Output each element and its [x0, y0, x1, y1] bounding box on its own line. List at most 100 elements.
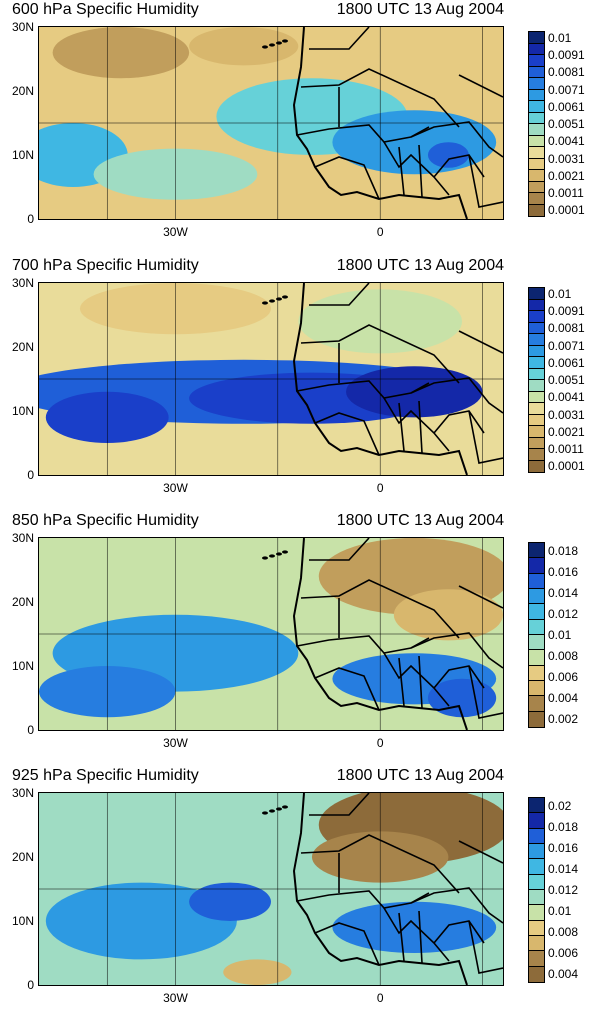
- colorbar-segment: [529, 650, 544, 666]
- colorbar-label: 0.0031: [548, 151, 585, 166]
- country-border: [418, 144, 423, 198]
- colorbar-label: 0.0051: [548, 117, 585, 131]
- dry-region: [216, 430, 299, 456]
- country-border: [314, 667, 380, 711]
- colorbar-segment: [529, 843, 544, 860]
- colorbar-segment: [529, 680, 544, 697]
- humidity-panel: 600 hPa Specific Humidity 1800 UTC 13 Aug…: [0, 0, 600, 255]
- colorbar-segment: [529, 66, 544, 78]
- colorbar-label: 0.0091: [548, 48, 585, 62]
- colorbar-segment: [529, 334, 544, 346]
- colorbar-segment: [529, 112, 544, 124]
- colorbar-segment: [529, 181, 544, 193]
- country-border: [383, 141, 450, 196]
- country-border: [418, 910, 423, 964]
- coastline: [292, 793, 468, 985]
- colorbar-label: 0.0011: [548, 186, 584, 200]
- moist-core: [427, 678, 497, 718]
- colorbar-segment: [529, 665, 544, 681]
- colorbar-label: 0.008: [548, 649, 579, 664]
- moist-region: [332, 901, 497, 953]
- colorbar-segment: [529, 158, 544, 170]
- dry-region: [393, 589, 503, 641]
- colorbar-segment: [529, 101, 544, 113]
- colorbar: [528, 287, 545, 473]
- colorbar-segment: [529, 380, 544, 392]
- colorbar-label: 0.002: [548, 712, 579, 727]
- colorbar-segment: [529, 813, 544, 829]
- latitude-label: 10N: [11, 914, 34, 928]
- colorbar-segment: [529, 905, 544, 921]
- colorbar-label: 0.006: [548, 946, 579, 961]
- latitude-label: 0: [27, 723, 34, 737]
- country-border: [458, 330, 503, 354]
- panel-title: 700 hPa Specific Humidity: [12, 257, 199, 274]
- longitude-label: 30W: [163, 736, 188, 750]
- country-border: [398, 402, 405, 452]
- colorbar-segment: [529, 798, 544, 814]
- country-border: [383, 397, 450, 452]
- colorbar-segment: [529, 588, 544, 605]
- colorbar-segment: [529, 170, 544, 182]
- colorbar-label: 0.01: [548, 30, 572, 45]
- country-border: [314, 156, 380, 200]
- colorbar-segment: [529, 89, 544, 101]
- country-border: [410, 377, 503, 414]
- humidity-contour-map: [39, 283, 503, 475]
- colorbar-segment: [529, 696, 544, 712]
- map-plot: [38, 537, 504, 731]
- longitude-label: 0: [376, 736, 384, 750]
- country-border: [468, 410, 503, 464]
- country-border: [300, 68, 460, 128]
- colorbar-label: 0.0061: [548, 99, 585, 114]
- coastline: [292, 27, 468, 219]
- colorbar-label: 0.016: [548, 564, 579, 579]
- dry-region: [421, 180, 503, 219]
- colorbar-segment: [529, 634, 544, 651]
- panel-timestamp: 1800 UTC 13 Aug 2004: [336, 1, 504, 18]
- colorbar-label: 0.01: [548, 904, 572, 919]
- country-border: [410, 887, 503, 924]
- moist-core: [427, 142, 469, 168]
- colorbar-segment: [529, 43, 544, 55]
- latitude-label: 10N: [11, 659, 34, 673]
- colorbar-segment: [529, 604, 544, 620]
- country-border: [398, 912, 405, 962]
- longitude-label: 30W: [163, 991, 188, 1005]
- colorbar-label: 0.0041: [548, 390, 585, 405]
- latitude-label: 20N: [11, 850, 34, 864]
- colorbar-segment: [529, 828, 544, 844]
- colorbar-label: 0.018: [548, 819, 579, 834]
- map-plot: [38, 282, 504, 476]
- latitude-label: 10N: [11, 148, 34, 162]
- country-border: [309, 283, 370, 306]
- colorbar-segment: [529, 859, 544, 875]
- country-border: [314, 412, 380, 456]
- colorbar-label: 0.0021: [548, 168, 585, 183]
- country-border: [300, 324, 460, 384]
- colorbar-label: 0.0001: [548, 203, 585, 218]
- panel-timestamp: 1800 UTC 13 Aug 2004: [336, 257, 504, 274]
- colorbar-segment: [529, 299, 544, 311]
- colorbar-segment: [529, 966, 544, 982]
- colorbar: [528, 542, 545, 728]
- canary-island: [262, 811, 268, 815]
- canary-island: [276, 807, 282, 811]
- colorbar-segment: [529, 135, 544, 147]
- colorbar-label: 0.014: [548, 585, 579, 600]
- colorbar-segment: [529, 357, 544, 369]
- panel-title: 600 hPa Specific Humidity: [12, 1, 199, 18]
- colorbar-label: 0.018: [548, 543, 579, 558]
- map-plot: [38, 792, 504, 986]
- colorbar-label: 0.0071: [548, 338, 585, 353]
- colorbar-segment: [529, 55, 544, 67]
- humidity-panel: 925 hPa Specific Humidity 1800 UTC 13 Aug…: [0, 766, 600, 1021]
- country-border: [383, 907, 450, 962]
- country-border: [309, 27, 370, 50]
- canary-island: [269, 299, 275, 303]
- colorbar-label: 0.006: [548, 670, 579, 685]
- country-border: [314, 922, 380, 966]
- country-border: [458, 585, 503, 609]
- colorbar-segment: [529, 558, 544, 574]
- country-border: [410, 632, 503, 669]
